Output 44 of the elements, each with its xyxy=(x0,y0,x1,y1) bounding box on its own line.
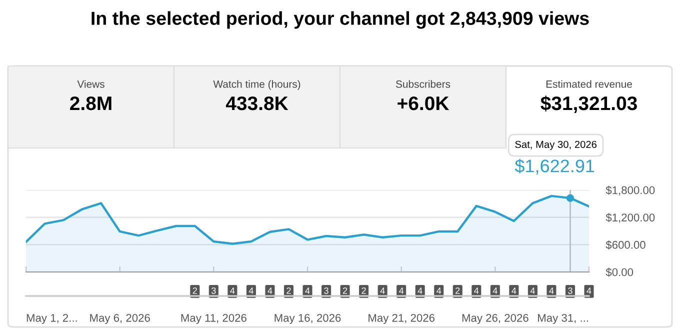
text: 4 xyxy=(586,288,592,294)
text: 4 xyxy=(230,288,235,294)
text: 3 xyxy=(212,287,216,294)
text: 4 xyxy=(248,288,254,294)
x-tick-label: May 1, 2... xyxy=(26,314,77,324)
x-tick-label: May 26, 2026 xyxy=(462,314,528,324)
y-tick-label: $1,200.00 xyxy=(606,213,655,223)
text: 2.8M xyxy=(70,96,112,110)
text: Watch time (hours) xyxy=(213,80,300,90)
x-tick-label: May 16, 2026 xyxy=(274,314,341,324)
text: $31,321.03 xyxy=(540,96,637,114)
text: 2 xyxy=(286,287,291,294)
text: 2 xyxy=(192,287,197,294)
text: 4 xyxy=(492,288,498,294)
y-tick-label: $600.00 xyxy=(606,240,646,250)
text: 3 xyxy=(324,287,328,294)
text: 4 xyxy=(418,288,422,294)
text: 3 xyxy=(568,287,572,294)
text: 4 xyxy=(474,288,479,294)
text: Sat, May 30, 2026 xyxy=(515,140,597,150)
x-tick-label: May 31, ... xyxy=(538,314,588,324)
text: Estimated revenue xyxy=(546,80,632,88)
text: 4 xyxy=(380,288,385,294)
text: 2 xyxy=(456,287,460,294)
annotation: $1,622.91 xyxy=(514,158,594,174)
text: 4 xyxy=(436,288,442,294)
text: 4 xyxy=(549,288,554,294)
text: +6.0K xyxy=(398,96,450,110)
chart-title: In the selected period, your channel got 2,843,909 views xyxy=(92,11,589,29)
text: Views xyxy=(77,80,104,88)
text: 433.8K xyxy=(226,96,288,110)
text: 4 xyxy=(399,288,404,294)
y-tick-label: $0.00 xyxy=(606,268,634,277)
text: 4 xyxy=(268,288,272,294)
text: 4 xyxy=(530,288,535,294)
x-tick-label: May 6, 2026 xyxy=(90,314,150,324)
text: Subscribers xyxy=(396,80,450,88)
y-tick-label: $1,800.00 xyxy=(606,186,655,196)
x-tick-label: May 11, 2026 xyxy=(181,314,246,324)
text: 2 xyxy=(342,287,348,294)
text: 4 xyxy=(512,288,516,294)
text: 4 xyxy=(305,288,310,294)
text: 2 xyxy=(362,287,366,294)
x-tick-label: May 21, 2026 xyxy=(368,314,435,324)
